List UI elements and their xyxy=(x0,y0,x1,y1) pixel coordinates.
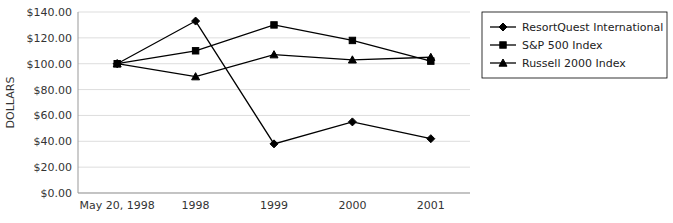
data-point xyxy=(349,37,355,43)
data-point xyxy=(348,118,356,126)
legend-label: S&P 500 Index xyxy=(522,39,603,52)
y-tick-label: $120.00 xyxy=(27,32,73,45)
legend-marker xyxy=(499,23,507,31)
data-point xyxy=(192,73,200,80)
grid-line xyxy=(78,12,470,13)
grid-line xyxy=(78,63,470,64)
legend: ResortQuest International S&P 500 Index Ru… xyxy=(482,12,667,78)
y-tick-label: $40.00 xyxy=(34,135,73,148)
data-point xyxy=(270,140,278,148)
data-point xyxy=(270,51,278,58)
plot-data xyxy=(113,17,435,148)
x-tick-label: 2001 xyxy=(417,199,445,212)
data-point xyxy=(113,60,121,67)
grid-line xyxy=(78,89,470,90)
legend-marker xyxy=(499,59,507,66)
data-point xyxy=(427,53,435,60)
chart-container: $0.00 $20.00 $40.00 $60.00 $80.00 $100.00 $120… xyxy=(0,0,673,223)
series-line xyxy=(117,25,431,64)
y-tick-label: $0.00 xyxy=(41,187,73,200)
y-axis-label: DOLLARS xyxy=(4,77,17,129)
data-point xyxy=(192,48,198,54)
grid-line xyxy=(78,193,470,194)
legend-marker xyxy=(500,42,506,48)
legend-label: ResortQuest International xyxy=(522,21,663,34)
data-point xyxy=(271,22,277,28)
grid-line xyxy=(78,115,470,116)
legend-frame xyxy=(482,12,667,78)
x-tick-label: May 20, 1998 xyxy=(80,199,155,212)
grid xyxy=(78,12,470,193)
legend-label: Russell 2000 Index xyxy=(522,57,626,70)
data-point xyxy=(348,56,356,63)
data-point xyxy=(427,135,435,143)
grid-line xyxy=(78,167,470,168)
x-axis-line xyxy=(78,193,470,194)
y-tick-label: $100.00 xyxy=(27,58,73,71)
grid-line xyxy=(78,37,470,38)
data-point xyxy=(114,61,120,67)
chart: $0.00 $20.00 $40.00 $60.00 $80.00 $100.00 $120… xyxy=(0,0,673,223)
y-tick-label: $60.00 xyxy=(34,109,73,122)
series-line xyxy=(117,21,431,144)
y-tick-label: $140.00 xyxy=(27,6,73,19)
x-tick-label: 1998 xyxy=(182,199,210,212)
y-axis-line xyxy=(78,12,79,193)
y-tick-label: $80.00 xyxy=(34,84,73,97)
x-tick-label: 1999 xyxy=(260,199,288,212)
y-tick-label: $20.00 xyxy=(34,161,73,174)
data-point xyxy=(192,17,200,25)
x-tick-label: 2000 xyxy=(338,199,366,212)
